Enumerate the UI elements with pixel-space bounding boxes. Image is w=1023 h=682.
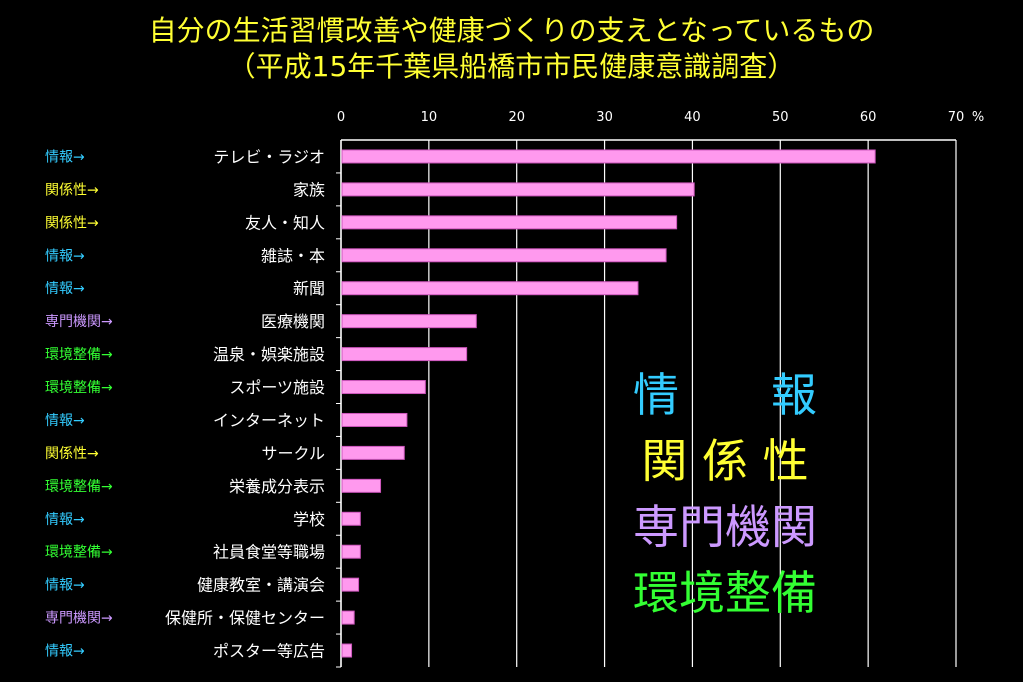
category-group-tag: 情報→ — [45, 512, 85, 528]
bar — [341, 380, 426, 395]
category-label: 医療機関 — [261, 312, 325, 331]
category-label: 健康教室・講演会 — [197, 576, 325, 595]
x-tick-label: 40 — [684, 110, 701, 125]
category-group-tag: 情報→ — [45, 413, 85, 429]
category-label: 家族 — [293, 180, 325, 199]
category-label: サークル — [261, 444, 325, 463]
category-group-tag: 環境整備→ — [45, 545, 113, 561]
x-tick-label: 60 — [860, 110, 877, 125]
bar — [341, 314, 477, 329]
bar — [341, 248, 667, 263]
chart-title-line2: （平成15年千葉県船橋市市民健康意識調査） — [227, 50, 796, 83]
category-group-tag: 情報→ — [45, 281, 85, 297]
bar — [341, 215, 678, 230]
category-group-tag: 専門機関→ — [45, 314, 113, 330]
category-label: ポスター等広告 — [213, 642, 325, 661]
category-label: 雑誌・本 — [261, 246, 325, 265]
category-group-tag: 情報→ — [45, 248, 85, 264]
bar — [341, 149, 876, 164]
category-label: 温泉・娯楽施設 — [213, 345, 325, 364]
bar — [341, 478, 382, 493]
category-label: インターネット — [213, 411, 325, 430]
bar — [341, 445, 405, 460]
bar — [341, 610, 355, 625]
bar — [341, 577, 360, 592]
category-label: スポーツ施設 — [229, 378, 325, 397]
x-tick-label: 30 — [596, 110, 613, 125]
category-group-tag: 環境整備→ — [45, 380, 113, 396]
category-label: 新聞 — [293, 279, 325, 298]
category-label: テレビ・ラジオ — [213, 147, 325, 166]
bar — [341, 412, 408, 427]
x-unit-label: % — [972, 110, 984, 125]
category-group-tag: 関係性→ — [45, 446, 99, 462]
category-label: 社員食堂等職場 — [213, 543, 325, 562]
category-group-tag: 情報→ — [45, 578, 85, 594]
category-group-tag: 情報→ — [45, 149, 85, 165]
legend-item-environment: 環境整備 — [633, 566, 817, 620]
bar — [341, 511, 361, 526]
x-tick-label: 50 — [772, 110, 789, 125]
legend-item-medical: 専門機関 — [633, 500, 817, 554]
legend-item-info: 情 報 — [633, 368, 817, 422]
category-label: 友人・知人 — [245, 213, 325, 232]
bar — [341, 643, 353, 658]
category-group-tag: 専門機関→ — [45, 611, 113, 627]
category-group-tag: 関係性→ — [45, 215, 99, 231]
chart-title-line1: 自分の生活習慣改善や健康づくりの支えとなっているもの — [148, 14, 875, 47]
bar — [341, 281, 639, 296]
category-group-tag: 情報→ — [45, 644, 85, 660]
category-label: 保健所・保健センター — [165, 609, 325, 628]
x-tick-label: 10 — [421, 110, 438, 125]
legend-item-relationship: 関 係 性 — [641, 434, 809, 488]
category-label: 学校 — [293, 510, 325, 529]
category-label: 栄養成分表示 — [229, 477, 325, 496]
x-tick-label: 0 — [337, 110, 345, 125]
bar — [341, 347, 468, 362]
category-group-tag: 環境整備→ — [45, 479, 113, 495]
x-tick-label: 20 — [508, 110, 525, 125]
x-tick-label: 70 — [948, 110, 965, 125]
category-group-tag: 環境整備→ — [45, 347, 113, 363]
bar — [341, 182, 695, 197]
category-group-tag: 関係性→ — [45, 182, 99, 198]
category-legend: 情 報 関 係 性 専門機関 環境整備 — [600, 362, 850, 626]
bar — [341, 544, 361, 559]
